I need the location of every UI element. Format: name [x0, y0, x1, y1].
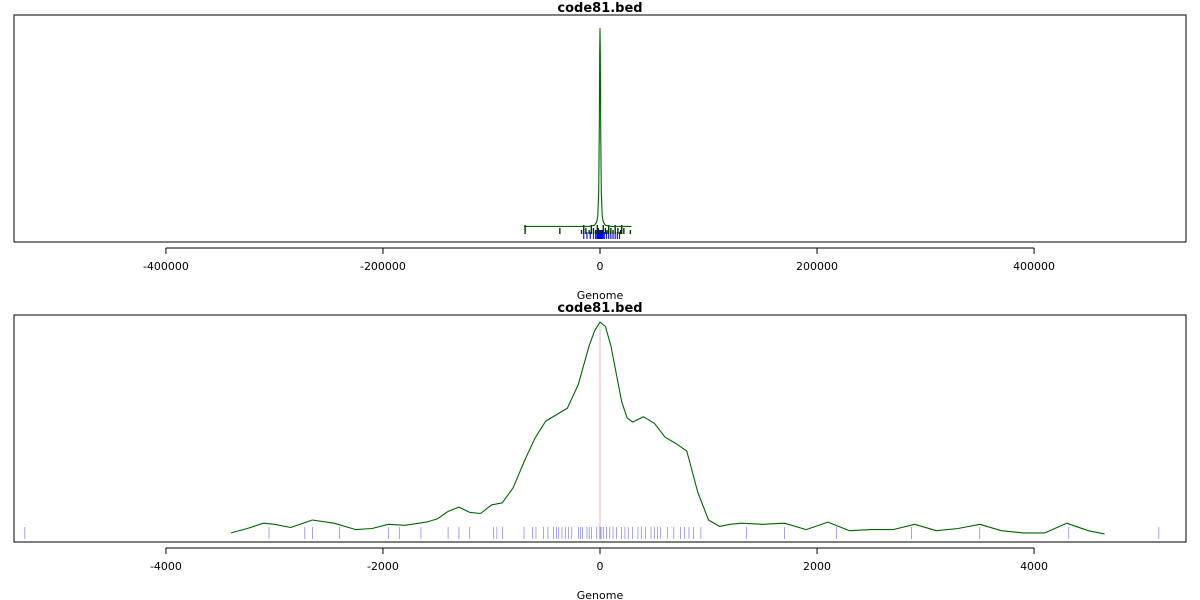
density-curve	[524, 28, 632, 227]
x-tick-label: 4000	[1020, 560, 1048, 573]
rug-cluster	[596, 230, 604, 239]
x-tick-label: -2000	[367, 560, 399, 573]
x-tick-label: 0	[597, 260, 604, 273]
x-tick-label: 0	[597, 560, 604, 573]
chart-title: code81.bed	[557, 1, 642, 16]
x-tick-label: -400000	[143, 260, 189, 273]
rug-marks	[24, 527, 1160, 539]
x-axis-ticks: -400000 -200000 0 200000 400000	[143, 248, 1055, 273]
x-axis-label: Genome	[577, 589, 624, 600]
chart-title: code81.bed	[557, 301, 642, 316]
density-line	[524, 28, 632, 227]
plot-frame	[13, 314, 1187, 543]
x-tick-label: -4000	[150, 560, 182, 573]
x-axis-label: Genome	[577, 289, 624, 302]
x-tick-label: -200000	[360, 260, 406, 273]
chart-panel-wide: code81.bed -400000 -200000 0 200000 400000 G…	[13, 1, 1187, 302]
chart-panel-zoomed: code81.bed -4000 -2000 0 2000 4000 Genome	[13, 301, 1187, 600]
density-line	[230, 321, 1105, 535]
x-tick-label: 2000	[803, 560, 831, 573]
x-tick-label: 400000	[1013, 260, 1055, 273]
plot-frame	[13, 14, 1187, 243]
density-curve	[230, 321, 1105, 535]
x-axis-ticks: -4000 -2000 0 2000 4000	[150, 548, 1048, 573]
x-tick-label: 200000	[796, 260, 838, 273]
